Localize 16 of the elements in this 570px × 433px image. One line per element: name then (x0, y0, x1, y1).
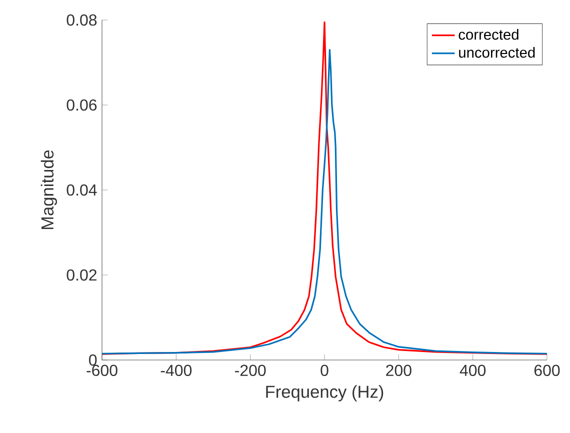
y-tick-label: 0 (89, 354, 97, 366)
x-axis-title: Frequency (Hz) (266, 385, 384, 402)
x-tick-label: 0 (320, 364, 328, 376)
legend-label: uncorrected (459, 46, 535, 58)
x-tick-label: -600 (86, 364, 118, 376)
y-tick-label: 0.08 (66, 14, 97, 26)
y-tick-label: 0.06 (66, 99, 97, 111)
x-tick-label: 600 (534, 364, 560, 376)
x-tick-label: 200 (386, 364, 412, 376)
y-axis-title: Magnitude (40, 150, 57, 230)
y-tick-label: 0.02 (66, 269, 96, 281)
x-tick-label: -200 (235, 364, 266, 376)
x-tick-label: -400 (160, 364, 192, 376)
x-tick-label: 400 (460, 364, 486, 376)
y-tick-label: 0.04 (66, 184, 97, 196)
legend-label: corrected (458, 29, 518, 40)
